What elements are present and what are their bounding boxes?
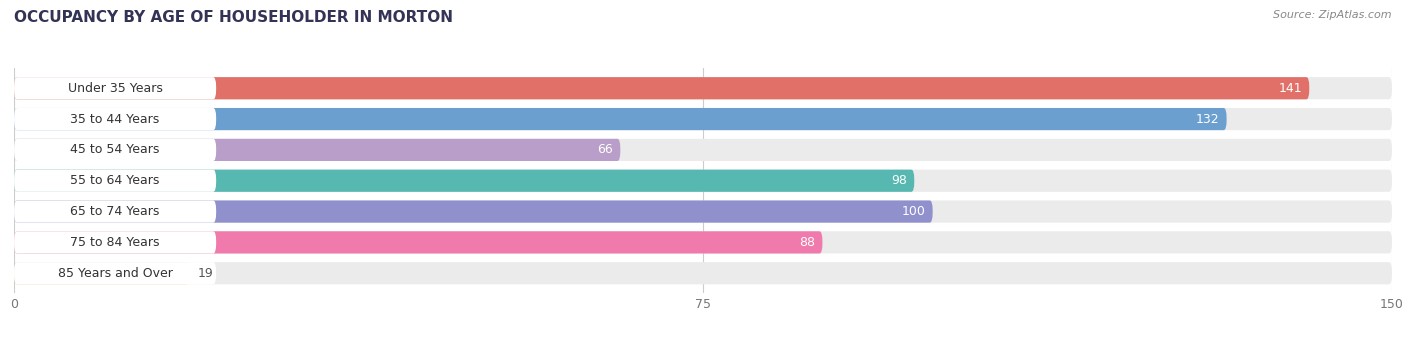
FancyBboxPatch shape bbox=[14, 169, 1392, 192]
Text: 100: 100 bbox=[901, 205, 925, 218]
FancyBboxPatch shape bbox=[14, 231, 217, 253]
FancyBboxPatch shape bbox=[14, 201, 217, 223]
FancyBboxPatch shape bbox=[14, 262, 217, 284]
Text: 65 to 74 Years: 65 to 74 Years bbox=[70, 205, 160, 218]
Text: 141: 141 bbox=[1278, 82, 1302, 95]
FancyBboxPatch shape bbox=[14, 201, 932, 223]
Text: 88: 88 bbox=[799, 236, 815, 249]
Text: Source: ZipAtlas.com: Source: ZipAtlas.com bbox=[1274, 10, 1392, 20]
FancyBboxPatch shape bbox=[14, 231, 823, 253]
Text: 132: 132 bbox=[1195, 113, 1219, 125]
Text: 75 to 84 Years: 75 to 84 Years bbox=[70, 236, 160, 249]
FancyBboxPatch shape bbox=[14, 262, 1392, 284]
FancyBboxPatch shape bbox=[14, 231, 1392, 253]
Text: 98: 98 bbox=[891, 174, 907, 187]
FancyBboxPatch shape bbox=[14, 108, 217, 130]
FancyBboxPatch shape bbox=[14, 169, 217, 192]
Text: OCCUPANCY BY AGE OF HOUSEHOLDER IN MORTON: OCCUPANCY BY AGE OF HOUSEHOLDER IN MORTO… bbox=[14, 10, 453, 25]
FancyBboxPatch shape bbox=[14, 77, 217, 99]
FancyBboxPatch shape bbox=[14, 262, 188, 284]
Text: 55 to 64 Years: 55 to 64 Years bbox=[70, 174, 160, 187]
Text: Under 35 Years: Under 35 Years bbox=[67, 82, 163, 95]
FancyBboxPatch shape bbox=[14, 201, 1392, 223]
Text: 85 Years and Over: 85 Years and Over bbox=[58, 267, 173, 280]
Text: 35 to 44 Years: 35 to 44 Years bbox=[70, 113, 160, 125]
Text: 45 to 54 Years: 45 to 54 Years bbox=[70, 144, 160, 157]
FancyBboxPatch shape bbox=[14, 139, 620, 161]
FancyBboxPatch shape bbox=[14, 139, 1392, 161]
FancyBboxPatch shape bbox=[14, 108, 1392, 130]
Text: 19: 19 bbox=[198, 267, 214, 280]
Text: 66: 66 bbox=[598, 144, 613, 157]
FancyBboxPatch shape bbox=[14, 139, 217, 161]
FancyBboxPatch shape bbox=[14, 77, 1392, 99]
FancyBboxPatch shape bbox=[14, 108, 1226, 130]
FancyBboxPatch shape bbox=[14, 77, 1309, 99]
FancyBboxPatch shape bbox=[14, 169, 914, 192]
